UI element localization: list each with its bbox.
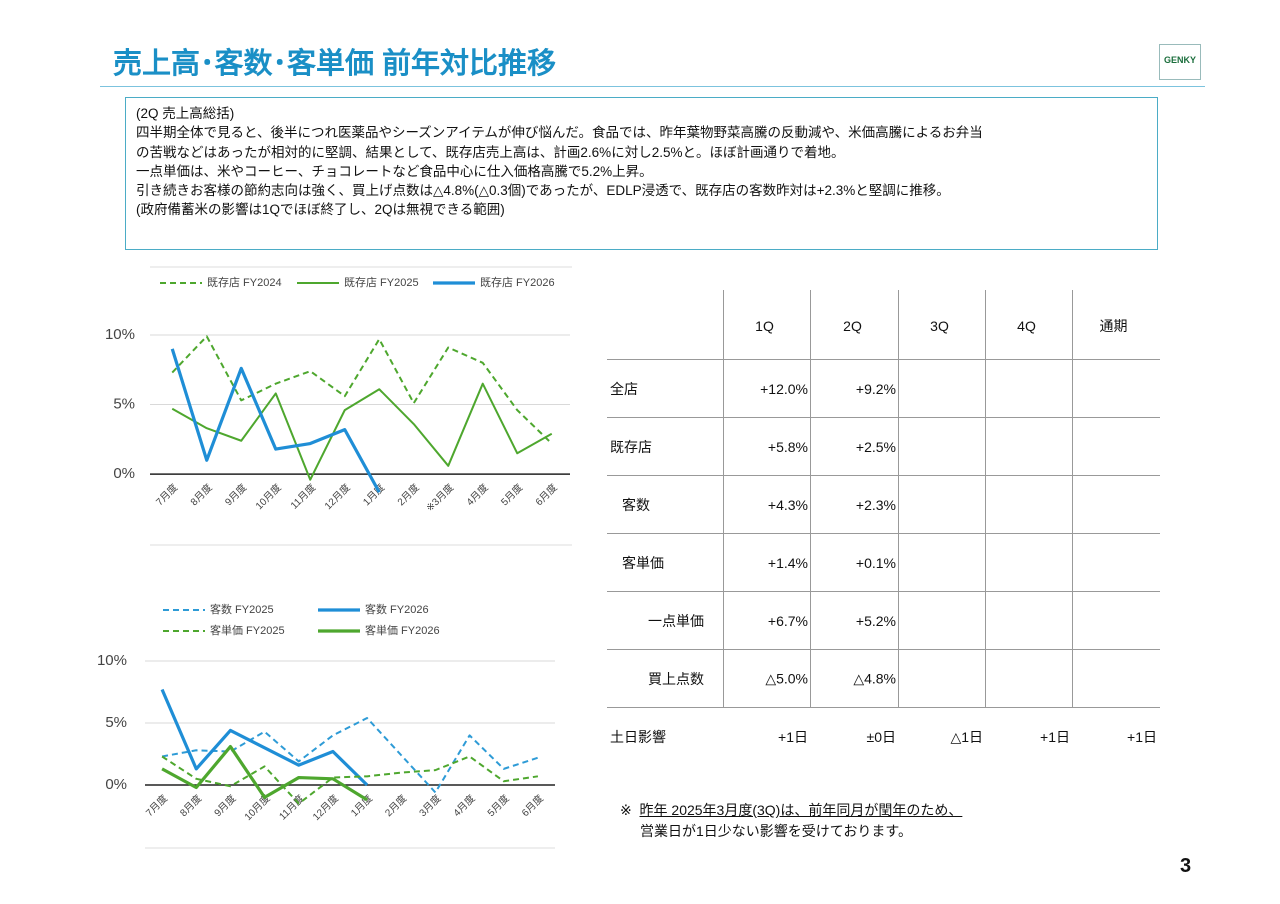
summary-line: (2Q 売上高総括)	[136, 106, 235, 121]
table-cell: △4.8%	[853, 670, 896, 687]
table-cell: +2.3%	[855, 497, 896, 513]
row-rule	[607, 649, 1160, 650]
title-rule	[100, 86, 1205, 87]
page-number: 3	[1180, 855, 1192, 877]
column-header: 通期	[1099, 318, 1128, 334]
x-tick-label: 3月度	[416, 792, 443, 819]
logo: GENKY	[1159, 44, 1201, 80]
y-tick-label: 5%	[105, 714, 127, 731]
column-rule	[810, 290, 811, 708]
slide-title: 売上高･客数･客単価 前年対比推移	[113, 48, 557, 80]
x-tick-label: 2月度	[394, 481, 421, 508]
x-tick-label: 7月度	[153, 481, 180, 508]
note-line: 営業日が1日少ない影響を受けております。	[640, 823, 912, 839]
footnote: ※ 昨年 2025年3月度(3Q)は、前年同月が閏年のため、 営業日が1日少ない…	[620, 800, 962, 842]
row-rule	[607, 591, 1160, 592]
table-cell: ±0日	[866, 729, 896, 745]
legend-label: 既存店 FY2024	[207, 275, 282, 289]
legend-label: 既存店 FY2025	[344, 275, 419, 289]
table-cell: +5.8%	[767, 439, 808, 455]
table-cell: +1.4%	[767, 555, 808, 571]
table-cell: +5.2%	[855, 613, 896, 629]
column-header: 1Q	[755, 318, 774, 334]
y-tick-label: 5%	[113, 396, 135, 413]
x-tick-label: 2月度	[382, 792, 409, 819]
x-tick-label: 4月度	[463, 481, 490, 508]
row-rule	[607, 475, 1160, 476]
x-tick-label: 9月度	[222, 481, 249, 508]
table-cell: +0.1%	[855, 555, 896, 571]
column-rule	[985, 290, 986, 708]
summary-box: (2Q 売上高総括) 四半期全体で見ると、後半につれ医薬品やシーズンアイテムが伸…	[125, 97, 1158, 250]
row-label: 買上点数	[648, 672, 704, 688]
row-rule	[607, 359, 1160, 360]
legend-label: 客単価 FY2026	[365, 623, 440, 637]
note-mark: ※	[620, 802, 632, 818]
legend-label: 客数 FY2025	[210, 602, 274, 616]
x-tick-label: 9月度	[211, 792, 238, 819]
row-rule	[607, 533, 1160, 534]
table-cell: +12.0%	[760, 381, 808, 397]
x-tick-label: 12月度	[310, 792, 341, 823]
x-tick-label: ※3月度	[423, 481, 456, 514]
series-line	[160, 688, 369, 787]
summary-line: の苦戦などはあったが相対的に堅調、結果として、既存店売上高は、計画2.6%に対し…	[136, 144, 845, 160]
summary-line: 引き続きお客様の節約志向は強く、買上げ点数は△4.8%(△0.3個)であったが、…	[136, 183, 950, 199]
x-tick-label: 8月度	[177, 792, 204, 819]
summary-line: 四半期全体で見ると、後半につれ医薬品やシーズンアイテムが伸び悩んだ。食品では、昨…	[136, 125, 983, 141]
column-header: 3Q	[930, 318, 949, 334]
row-label: 全店	[610, 381, 638, 397]
x-tick-label: 6月度	[532, 481, 559, 508]
x-tick-label: 4月度	[450, 792, 477, 819]
y-tick-label: 10%	[97, 652, 127, 669]
column-rule	[898, 290, 899, 708]
table-cell: +2.5%	[855, 439, 896, 455]
column-rule	[1072, 290, 1073, 708]
row-rule	[607, 417, 1160, 418]
x-tick-label: 5月度	[498, 481, 525, 508]
x-tick-label: 11月度	[288, 481, 319, 512]
column-header: 2Q	[843, 318, 862, 334]
y-tick-label: 10%	[105, 326, 135, 343]
series-line	[170, 348, 381, 494]
row-label: 既存店	[610, 439, 652, 455]
table-cell: +6.7%	[767, 613, 808, 629]
x-tick-label: 7月度	[143, 792, 170, 819]
x-tick-label: 6月度	[519, 792, 546, 819]
column-rule	[723, 290, 724, 708]
series-line	[161, 744, 368, 802]
table-cell: △1日	[950, 729, 983, 745]
row-label: 土日影響	[610, 729, 666, 745]
series-line	[161, 755, 539, 805]
note-text: 昨年 2025年3月度(3Q)は、前年同月が閏年のため、	[639, 802, 963, 818]
row-label: 客単価	[622, 555, 664, 571]
x-tick-label: 8月度	[187, 481, 214, 508]
y-tick-label: 0%	[105, 776, 127, 793]
table-cell: +1日	[1127, 729, 1157, 745]
legend-label: 客単価 FY2025	[210, 623, 285, 637]
table-cell: +1日	[1040, 729, 1070, 745]
x-tick-label: 12月度	[322, 481, 353, 512]
table-cell: +1日	[778, 729, 808, 745]
table-cell: +4.3%	[767, 497, 808, 513]
series-line	[171, 382, 553, 481]
summary-line: (政府備蓄米の影響は1Qでほぼ終了し、2Qは無視できる範囲)	[136, 202, 505, 218]
row-label: 客数	[622, 497, 650, 513]
series-line	[161, 717, 539, 794]
x-tick-label: 10月度	[253, 481, 284, 512]
row-label: 一点単価	[648, 614, 704, 630]
column-header: 4Q	[1017, 318, 1036, 334]
row-rule	[607, 707, 1160, 708]
x-tick-label: 5月度	[484, 792, 511, 819]
table-cell: △5.0%	[765, 670, 808, 687]
note-line: ※ 昨年 2025年3月度(3Q)は、前年同月が閏年のため、	[620, 800, 962, 821]
series-line	[171, 335, 553, 445]
summary-line: 一点単価は、米やコーヒー、チョコレートなど食品中心に仕入価格高騰で5.2%上昇。	[136, 163, 653, 179]
legend-label: 既存店 FY2026	[480, 275, 555, 289]
legend-label: 客数 FY2026	[365, 602, 429, 616]
y-tick-label: 0%	[113, 465, 135, 482]
table-cell: +9.2%	[855, 381, 896, 397]
